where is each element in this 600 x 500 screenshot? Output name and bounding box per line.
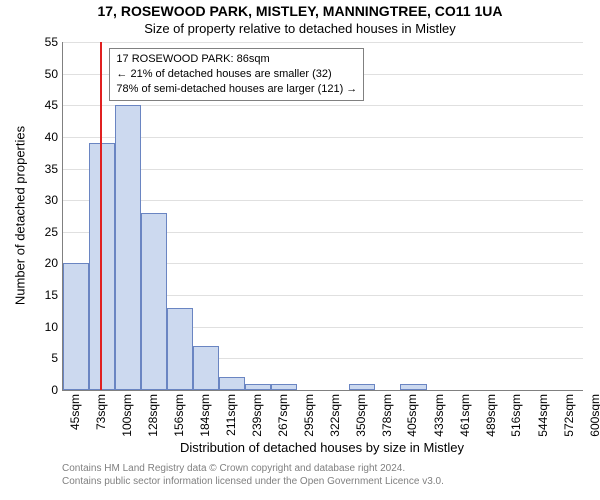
x-tick-label: 572sqm	[562, 394, 576, 437]
x-tick-label: 73sqm	[94, 394, 108, 430]
x-tick-label: 433sqm	[432, 394, 446, 437]
histogram-bar	[219, 377, 245, 390]
histogram-bar	[63, 263, 89, 390]
histogram-bar	[245, 384, 271, 390]
x-tick-label: 405sqm	[405, 394, 419, 437]
y-axis-label: Number of detached properties	[13, 116, 28, 316]
y-tick-label: 55	[45, 35, 63, 49]
gridline	[63, 42, 583, 43]
plot-area: 051015202530354045505517 ROSEWOOD PARK: …	[62, 42, 583, 391]
y-tick-label: 5	[51, 351, 63, 365]
x-tick-label: 516sqm	[509, 394, 523, 437]
y-tick-label: 35	[45, 162, 63, 176]
histogram-bar	[167, 308, 193, 390]
footer-line-1: Contains HM Land Registry data © Crown c…	[62, 462, 444, 475]
histogram-bar	[141, 213, 167, 390]
callout-box: 17 ROSEWOOD PARK: 86sqm← 21% of detached…	[109, 48, 364, 101]
x-tick-label: 239sqm	[250, 394, 264, 437]
y-tick-label: 40	[45, 130, 63, 144]
callout-line-3: 78% of semi-detached houses are larger (…	[116, 82, 357, 97]
y-tick-label: 30	[45, 193, 63, 207]
histogram-bar	[193, 346, 218, 390]
footer-line-2: Contains public sector information licen…	[62, 475, 444, 488]
x-tick-label: 378sqm	[380, 394, 394, 437]
y-tick-label: 15	[45, 288, 63, 302]
x-tick-label: 461sqm	[458, 394, 472, 437]
chart-container: 17, ROSEWOOD PARK, MISTLEY, MANNINGTREE,…	[0, 0, 600, 500]
y-tick-label: 50	[45, 67, 63, 81]
gridline	[63, 105, 583, 106]
y-tick-label: 45	[45, 98, 63, 112]
x-tick-label: 156sqm	[172, 394, 186, 437]
x-tick-label: 211sqm	[224, 394, 238, 436]
x-tick-label: 544sqm	[536, 394, 550, 437]
x-axis-label: Distribution of detached houses by size …	[62, 440, 582, 455]
histogram-bar	[271, 384, 297, 390]
y-tick-label: 10	[45, 320, 63, 334]
chart-title: 17, ROSEWOOD PARK, MISTLEY, MANNINGTREE,…	[0, 3, 600, 19]
gridline	[63, 200, 583, 201]
x-tick-label: 267sqm	[276, 394, 290, 437]
x-tick-label: 489sqm	[484, 394, 498, 437]
gridline	[63, 169, 583, 170]
chart-subtitle: Size of property relative to detached ho…	[0, 21, 600, 36]
histogram-bar	[349, 384, 375, 390]
x-tick-label: 100sqm	[120, 394, 134, 437]
x-tick-label: 45sqm	[68, 394, 82, 430]
callout-line-1: 17 ROSEWOOD PARK: 86sqm	[116, 52, 357, 67]
x-tick-label: 350sqm	[354, 394, 368, 437]
x-tick-label: 184sqm	[198, 394, 212, 437]
x-tick-label: 295sqm	[302, 394, 316, 437]
y-tick-label: 0	[51, 383, 63, 397]
x-tick-label: 322sqm	[328, 394, 342, 437]
gridline	[63, 137, 583, 138]
reference-line	[100, 42, 102, 390]
histogram-bar	[400, 384, 426, 390]
histogram-bar	[115, 105, 141, 390]
y-tick-label: 25	[45, 225, 63, 239]
footer-note: Contains HM Land Registry data © Crown c…	[62, 462, 444, 488]
x-tick-label: 600sqm	[588, 394, 600, 437]
y-tick-label: 20	[45, 256, 63, 270]
callout-line-2: ← 21% of detached houses are smaller (32…	[116, 67, 357, 82]
x-tick-label: 128sqm	[146, 394, 160, 437]
